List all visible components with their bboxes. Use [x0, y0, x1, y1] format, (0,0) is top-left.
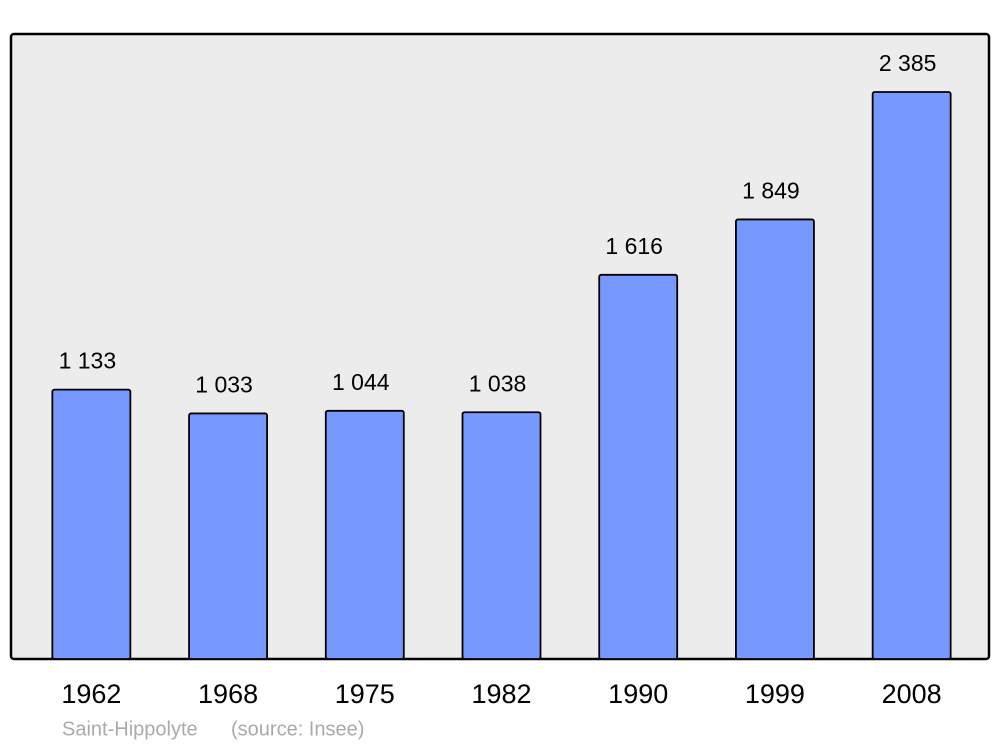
bar [735, 218, 815, 660]
bar [461, 411, 542, 660]
x-tick-label: 1962 [61, 679, 121, 709]
x-tick-label: 1975 [335, 679, 395, 709]
value-label: 1 044 [332, 369, 390, 395]
bar [51, 388, 132, 660]
x-tick-label: 2008 [882, 679, 942, 709]
bar [871, 91, 952, 660]
value-label: 1 038 [469, 370, 527, 396]
chart-title: Saint-Hippolyte [62, 718, 198, 740]
value-label: 1 849 [742, 178, 800, 204]
x-tick-label: 1968 [198, 679, 258, 709]
value-label: 1 133 [59, 348, 117, 374]
bar [598, 273, 679, 660]
x-tick-label: 1999 [745, 679, 805, 709]
x-tick-label: 1990 [608, 679, 668, 709]
source-note: (source: Insee) [231, 718, 364, 740]
value-label: 2 385 [879, 50, 937, 76]
value-label: 1 033 [195, 371, 253, 397]
bar [188, 412, 268, 660]
bar [324, 409, 405, 660]
value-label: 1 616 [605, 233, 663, 259]
x-tick-label: 1982 [471, 679, 531, 709]
